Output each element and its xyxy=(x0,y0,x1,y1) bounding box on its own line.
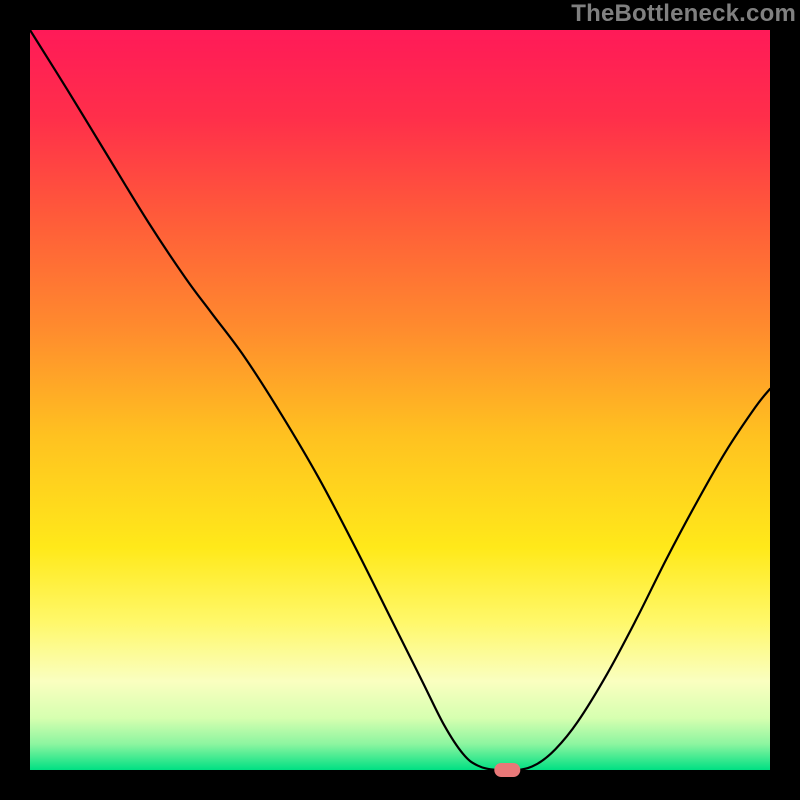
watermark-text: TheBottleneck.com xyxy=(571,0,796,28)
chart-gradient-background xyxy=(30,30,770,770)
bottleneck-marker xyxy=(494,763,520,777)
chart-frame: TheBottleneck.com xyxy=(0,0,800,800)
bottleneck-chart xyxy=(0,0,800,800)
